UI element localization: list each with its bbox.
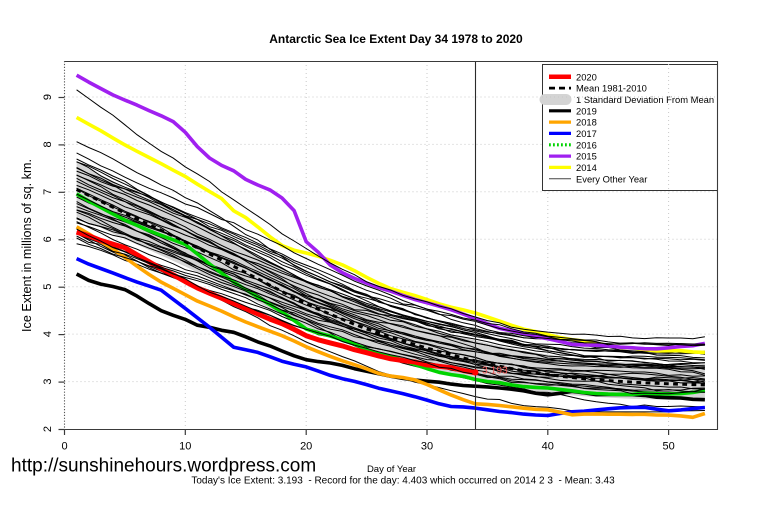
svg-text:3.193: 3.193 xyxy=(482,366,508,377)
svg-text:3: 3 xyxy=(42,379,54,385)
svg-text:2015: 2015 xyxy=(576,151,597,162)
svg-text:9: 9 xyxy=(42,94,54,100)
svg-text:7: 7 xyxy=(42,189,54,195)
svg-text:Mean 1981-2010: Mean 1981-2010 xyxy=(576,83,647,94)
svg-text:2: 2 xyxy=(42,426,54,432)
svg-text:2020: 2020 xyxy=(576,71,597,82)
svg-text:10: 10 xyxy=(179,441,191,453)
svg-text:Today's Ice Extent: 3.193 - R: Today's Ice Extent: 3.193 - Record for t… xyxy=(191,476,615,487)
svg-text:Day of Year: Day of Year xyxy=(367,464,416,475)
svg-text:50: 50 xyxy=(662,441,674,453)
svg-text:30: 30 xyxy=(421,441,433,453)
svg-text:2018: 2018 xyxy=(576,117,597,128)
svg-text:2019: 2019 xyxy=(576,105,597,116)
svg-text:40: 40 xyxy=(542,441,554,453)
svg-text:http://sunshinehours.wordpress: http://sunshinehours.wordpress.com xyxy=(11,456,316,477)
svg-text:Antarctic Sea Ice Extent Day 3: Antarctic Sea Ice Extent Day 34 1978 to … xyxy=(269,32,523,46)
svg-text:Every Other Year: Every Other Year xyxy=(576,173,647,184)
svg-text:6: 6 xyxy=(42,236,54,242)
svg-text:20: 20 xyxy=(300,441,312,453)
svg-text:0: 0 xyxy=(61,441,67,453)
svg-text:4: 4 xyxy=(42,331,54,337)
svg-text:Ice Extent in millions of sq.: Ice Extent in millions of sq. km. xyxy=(20,159,34,332)
svg-text:2017: 2017 xyxy=(576,128,597,139)
svg-text:2016: 2016 xyxy=(576,139,597,150)
svg-text:8: 8 xyxy=(42,141,54,147)
svg-text:5: 5 xyxy=(42,284,54,290)
svg-text:2014: 2014 xyxy=(576,162,597,173)
svg-text:1 Standard Deviation From Mean: 1 Standard Deviation From Mean xyxy=(576,94,714,105)
